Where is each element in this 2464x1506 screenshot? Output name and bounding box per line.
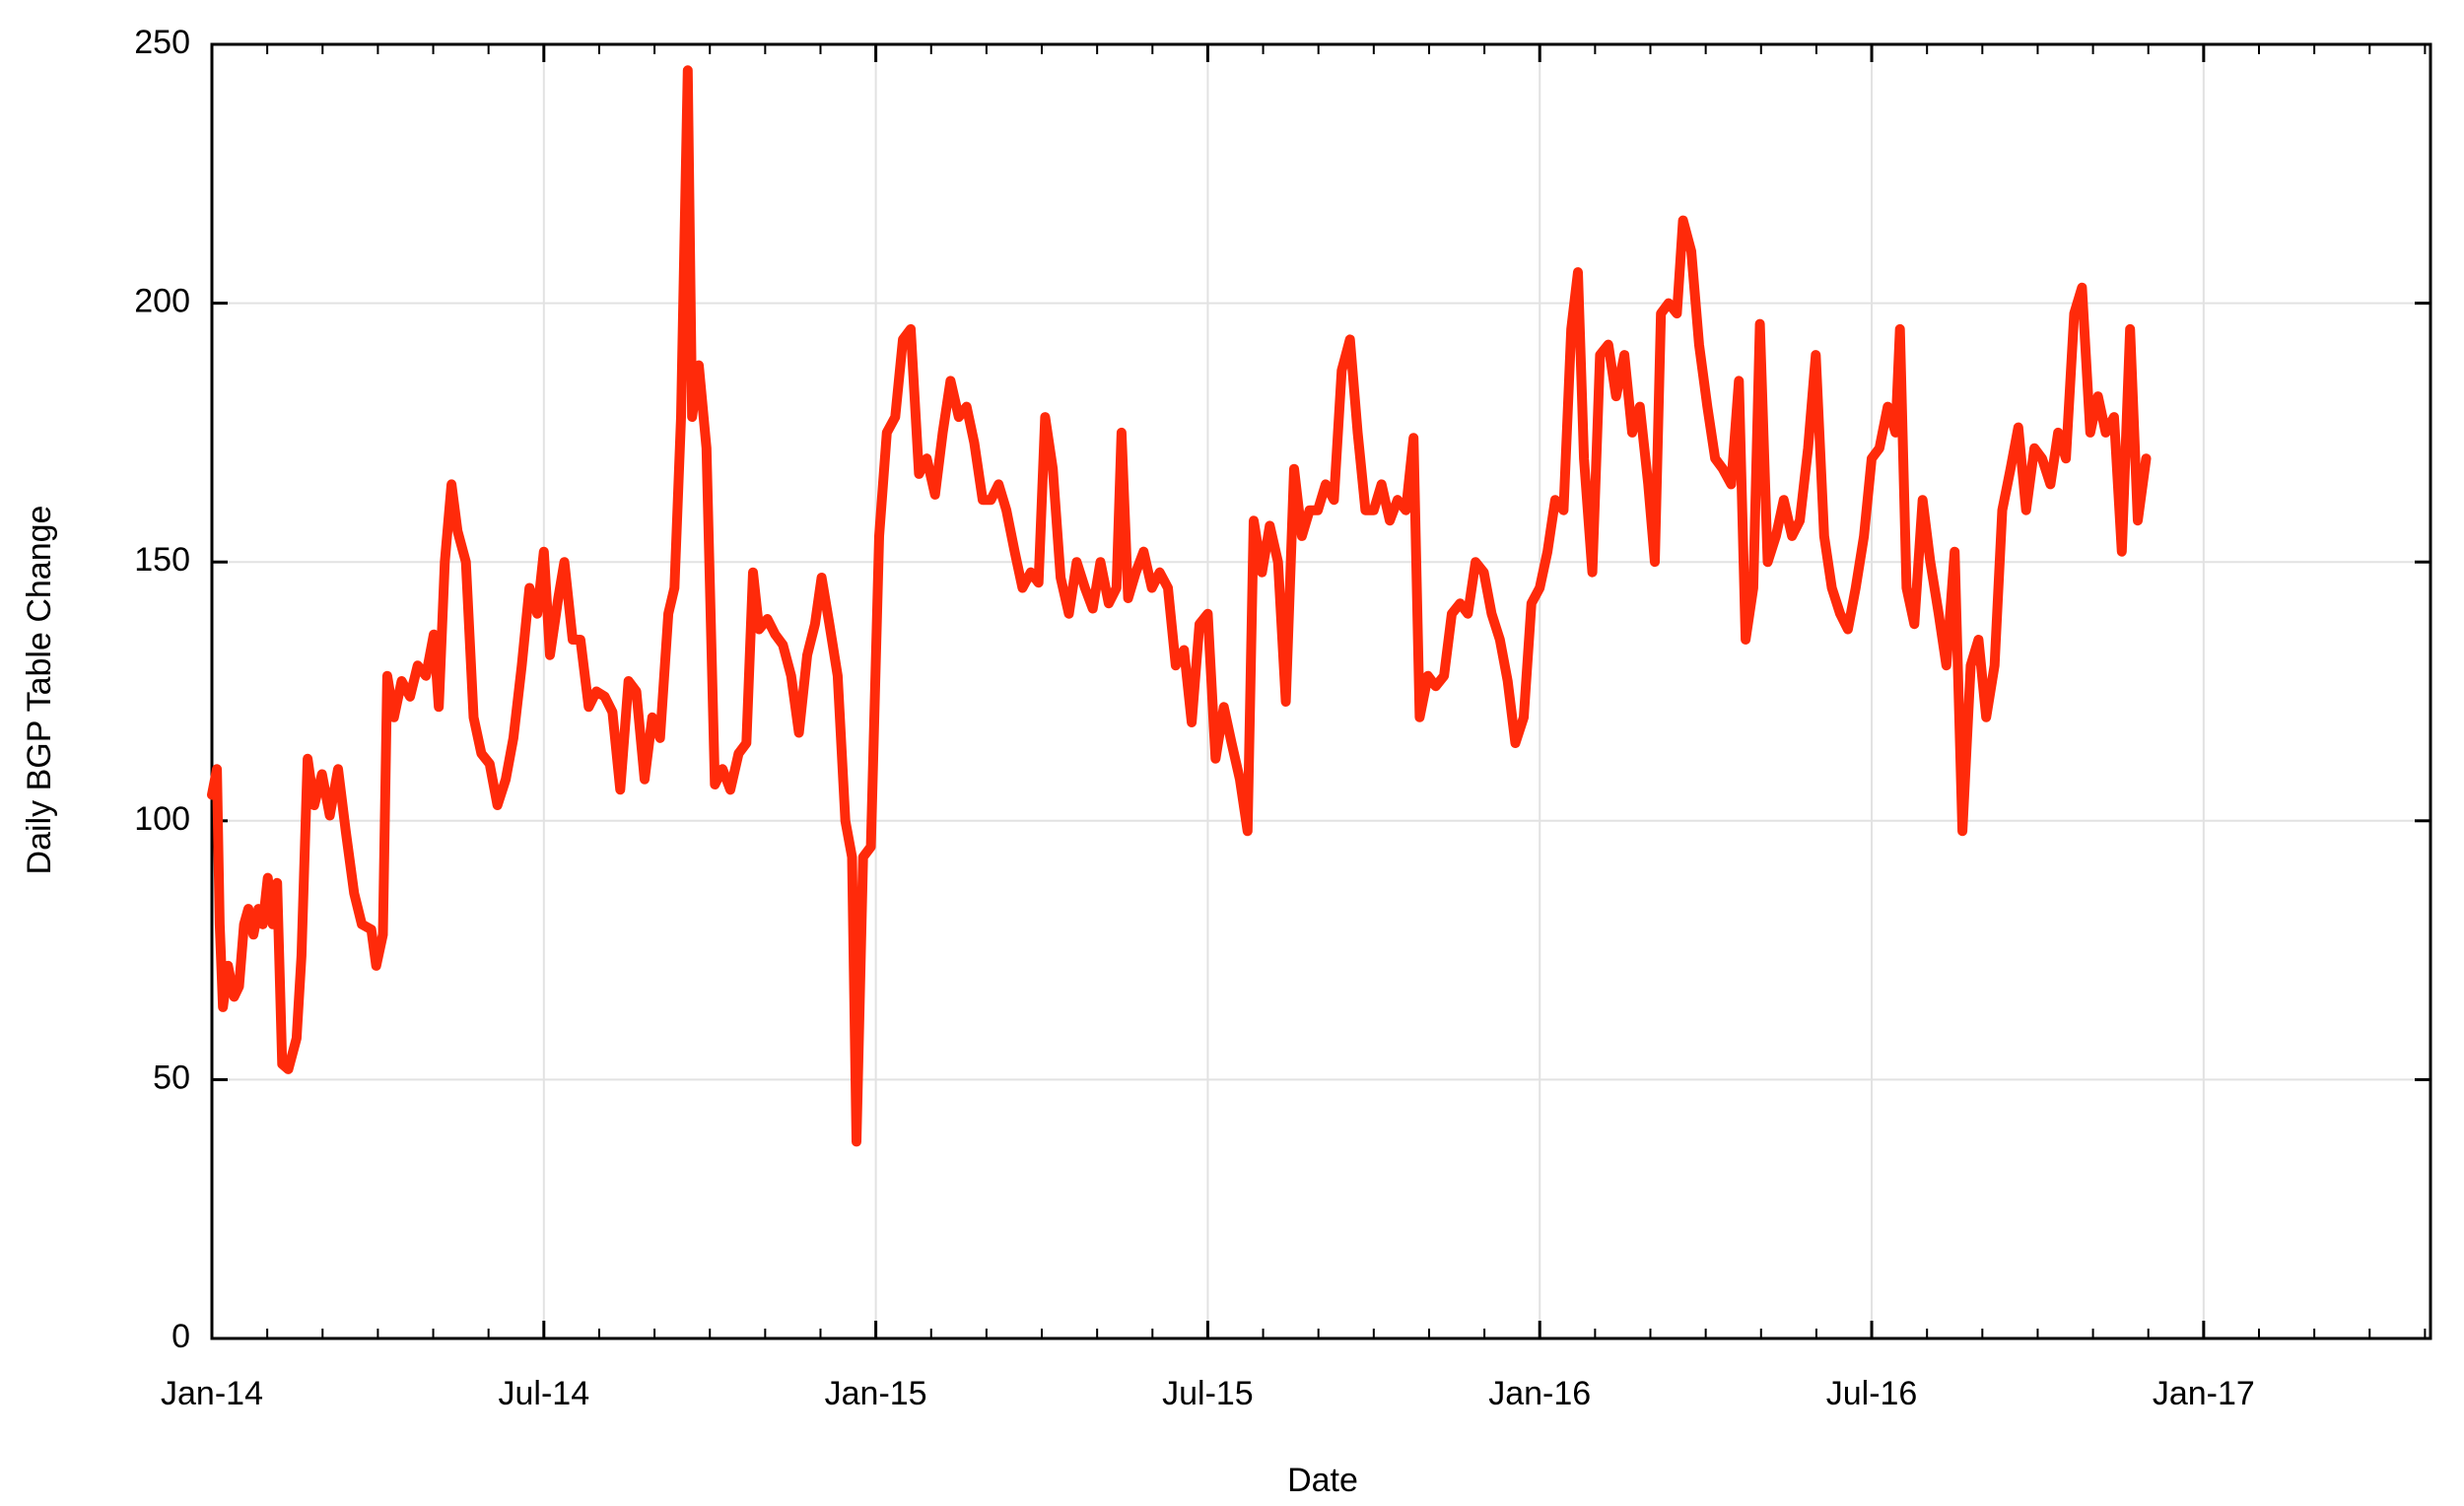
- x-tick-label: Jan-17: [2153, 1375, 2255, 1412]
- x-tick-label: Jan-15: [825, 1375, 927, 1412]
- y-axis-label: Daily BGP Table Change: [21, 506, 58, 875]
- x-tick-label: Jul-14: [499, 1375, 590, 1412]
- x-tick-label: Jan-14: [161, 1375, 263, 1412]
- x-axis-label: Date: [1287, 1462, 1358, 1499]
- y-tick-label: 250: [134, 24, 190, 61]
- y-tick-label: 200: [134, 283, 190, 320]
- x-tick-label: Jul-16: [1826, 1375, 1918, 1412]
- y-tick-label: 100: [134, 800, 190, 838]
- y-tick-label: 150: [134, 541, 190, 579]
- y-tick-label: 0: [171, 1318, 190, 1355]
- x-tick-label: Jan-16: [1488, 1375, 1591, 1412]
- y-tick-label: 50: [153, 1059, 190, 1096]
- data-line: [207, 65, 2152, 1147]
- x-tick-label: Jul-15: [1162, 1375, 1254, 1412]
- plot-frame: [210, 42, 2432, 1340]
